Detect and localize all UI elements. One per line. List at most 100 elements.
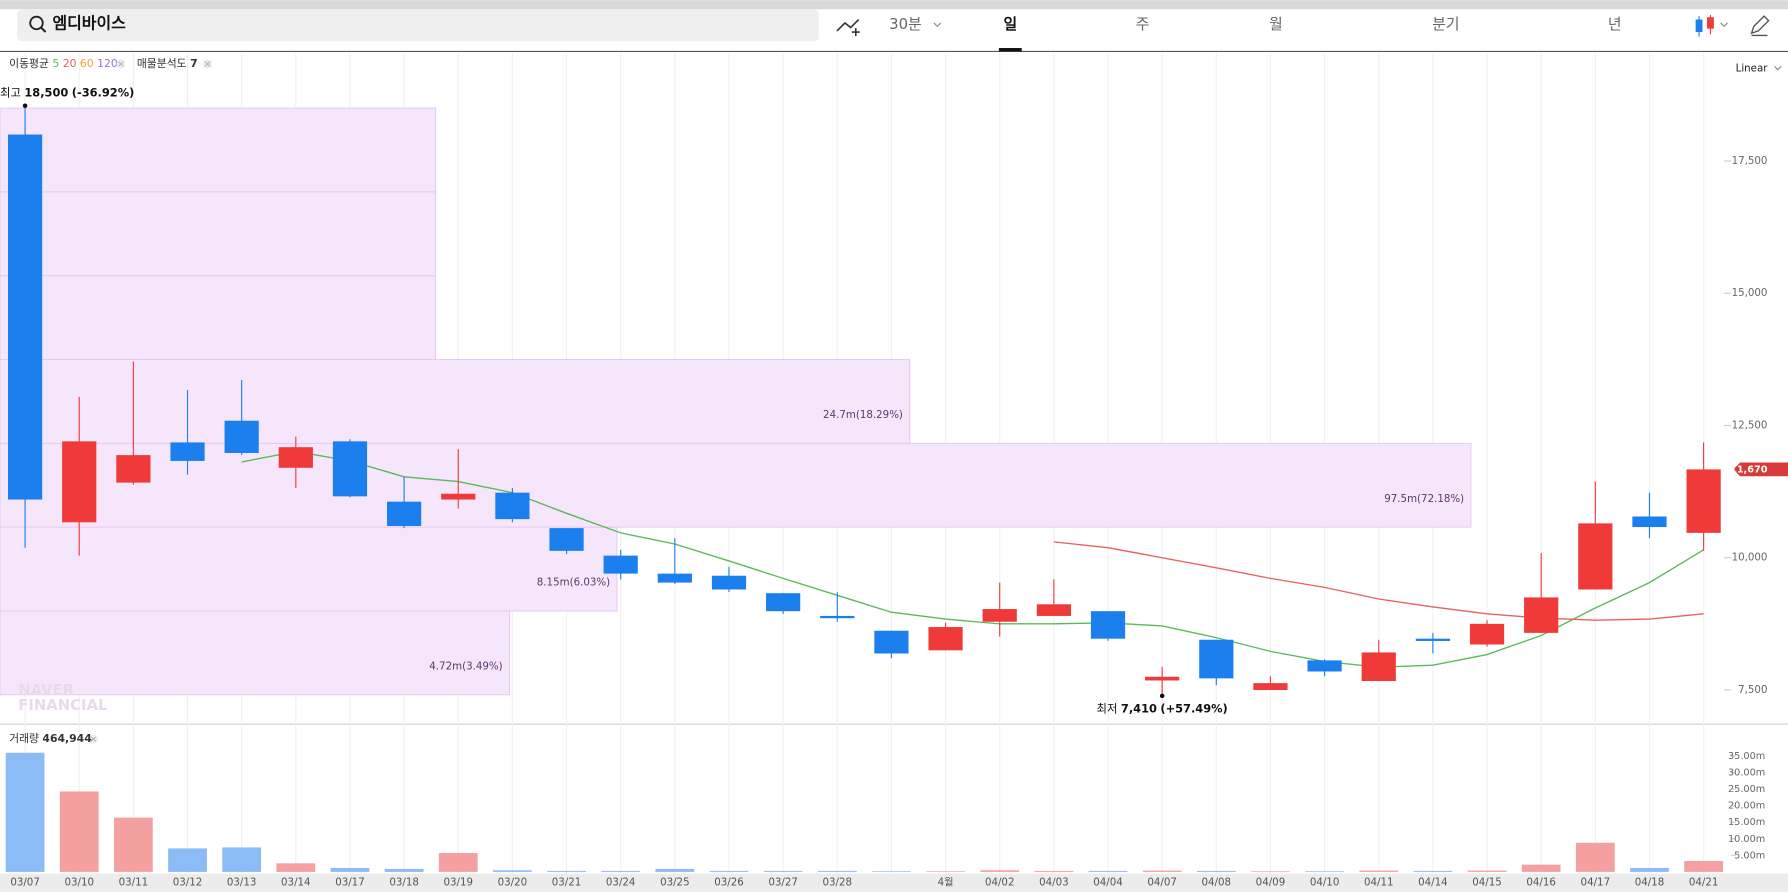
volume-bar [1467, 870, 1507, 872]
volume-bar [493, 870, 532, 872]
volume-bar [763, 870, 803, 872]
candle-body [1415, 638, 1450, 641]
search-box[interactable] [17, 9, 819, 42]
tab[interactable]: 월 [1269, 16, 1283, 33]
candle-body [1253, 683, 1288, 691]
volume-bar [168, 848, 207, 872]
x-tick-label: 03/13 [227, 877, 257, 889]
chevron [1773, 65, 1782, 71]
candle-body [1036, 604, 1071, 616]
x-axis-band [0, 873, 1788, 892]
low-label-part: 최저 [1097, 701, 1118, 715]
volume-bar [1142, 870, 1182, 872]
x-tick-label: 04/02 [985, 877, 1015, 889]
chart-type-icon[interactable] [1695, 14, 1728, 37]
icon-part [1695, 19, 1703, 33]
edit-icon[interactable] [1750, 15, 1770, 37]
volume-bar [59, 791, 99, 872]
volume-legend-title: 거래량 [9, 732, 39, 745]
candle-body [1199, 639, 1234, 679]
profile-band [0, 610, 510, 696]
ma-line [241, 450, 1704, 668]
indicator-icon[interactable] [836, 18, 860, 37]
profile-label: 97.5m(72.18%) [1384, 493, 1464, 505]
x-tick-label: 04/21 [1689, 877, 1719, 889]
volume-legend: 거래량 464,944 [9, 732, 92, 745]
volume-tick-label: 20.00m [1728, 801, 1765, 812]
ma-legend-title: 이동평균 [9, 57, 49, 70]
volume-bar [1305, 871, 1344, 872]
candle-body [495, 492, 530, 520]
x-tick-label: 03/28 [823, 877, 853, 889]
x-tick-label: 03/27 [768, 877, 798, 889]
volume-bar [601, 870, 641, 872]
x-tick-label: 04/17 [1581, 877, 1611, 889]
x-tick-label: 04/11 [1364, 877, 1394, 889]
candle-body [711, 575, 747, 590]
high-label-part: 최고 [0, 85, 21, 99]
x-tick-label: 03/11 [119, 877, 149, 889]
profile-band [0, 359, 911, 444]
close-icon [204, 61, 211, 67]
volume-bar [330, 867, 370, 872]
volume-bar [980, 870, 1020, 872]
high-label-part: 18,500 [24, 85, 68, 99]
low-label: 최저 7,410 (+57.49%) [1097, 701, 1228, 715]
ma-legend-entry: 60 [80, 57, 94, 70]
watermark: NAVER [18, 682, 74, 699]
low-label-part: 7,410 [1121, 701, 1157, 715]
icon-part [1707, 17, 1714, 29]
tab[interactable]: 30분 [889, 16, 921, 33]
high-label-part: (-36.92%) [72, 85, 135, 99]
x-tick-label: 03/19 [443, 877, 473, 889]
profile-label: 4.72m(3.49%) [429, 661, 502, 673]
candle-body [1632, 516, 1667, 528]
y-tick-label: 7,500 [1738, 684, 1767, 696]
candle-body [657, 573, 692, 583]
candle-body [820, 615, 855, 619]
volume-bar [655, 868, 695, 872]
volume-bar [1413, 870, 1453, 872]
candle-body [1307, 660, 1342, 672]
volume-bar [276, 863, 316, 872]
candle-body [441, 493, 476, 500]
candle-body [1469, 623, 1505, 645]
close-icon [118, 61, 124, 67]
volume-legend-value: 464,944 [42, 732, 92, 745]
volume-bar [222, 847, 262, 872]
profile-band [0, 107, 437, 193]
candle-body [224, 420, 259, 453]
search-text[interactable]: 엠디바이스 [52, 14, 126, 33]
x-tick-label: 04/09 [1256, 877, 1286, 889]
ma-legend-entry: 120 [97, 57, 118, 70]
volume-bar [1684, 860, 1724, 872]
candle-body [1578, 523, 1613, 590]
candle-body [603, 555, 638, 574]
x-tick-label: 03/20 [498, 877, 528, 889]
x-tick-label: 03/24 [606, 877, 636, 889]
tab[interactable]: 일 [1003, 16, 1017, 33]
profile-band [0, 191, 437, 277]
volume-tick-label: 25.00m [1728, 784, 1765, 795]
y-tick-label: 10,000 [1732, 552, 1768, 564]
tab[interactable]: 분기 [1432, 16, 1459, 33]
candle-body [1090, 611, 1126, 639]
high-label: 최고 18,500 (-36.92%) [0, 85, 134, 99]
tab[interactable]: 주 [1136, 16, 1150, 33]
candle-body [170, 442, 205, 461]
volume-tick-label: 5.00m [1734, 850, 1765, 861]
volume-bar [1359, 870, 1399, 872]
profile-legend: 매물분석도 7 [137, 57, 198, 70]
candle-body [1361, 652, 1396, 682]
volume-bar [1196, 870, 1236, 872]
candle-body [62, 441, 97, 523]
candle-body [278, 447, 313, 468]
volume-bar [709, 870, 749, 872]
volume-bar [926, 871, 965, 872]
current-price-tag [1733, 462, 1788, 477]
volume-bar [872, 871, 911, 872]
scale-mode[interactable]: Linear [1736, 63, 1769, 75]
volume-bar [817, 870, 857, 872]
tab[interactable]: 년 [1608, 16, 1622, 33]
volume-bar [1088, 870, 1128, 872]
